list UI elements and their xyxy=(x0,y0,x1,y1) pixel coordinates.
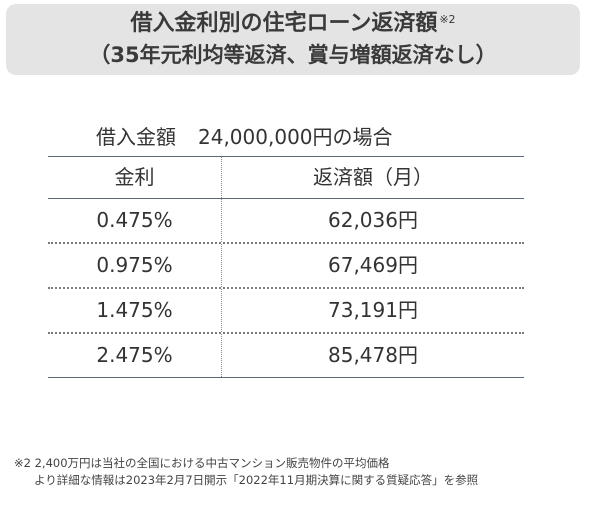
table-row: 0.475% 62,036円 xyxy=(48,199,524,242)
page-subtitle: （35年元利均等返済、賞与増額返済なし） xyxy=(89,43,497,67)
title-note-mark: ※2 xyxy=(439,13,456,26)
loan-amount-label: 借入金額 xyxy=(96,125,176,149)
header-payment: 返済額（月） xyxy=(313,165,433,189)
table-header-row: 金利 返済額（月） xyxy=(48,157,524,199)
rate-cell: 0.975% xyxy=(48,244,222,287)
rate-cell: 2.475% xyxy=(48,334,222,377)
loan-amount-value: 24,000,000円の場合 xyxy=(198,125,393,149)
table-row: 0.975% 67,469円 xyxy=(48,242,524,287)
table-row: 2.475% 85,478円 xyxy=(48,332,524,377)
footnote: ※2 2,400万円は当社の全国における中古マンション販売物件の平均価格 より詳… xyxy=(14,455,478,489)
table-row: 1.475% 73,191円 xyxy=(48,287,524,332)
header-rate: 金利 xyxy=(48,157,222,198)
page-title: 借入金利別の住宅ローン返済額 ※2 xyxy=(6,10,580,38)
title-banner: 借入金利別の住宅ローン返済額 ※2 （35年元利均等返済、賞与増額返済なし） xyxy=(6,4,580,75)
footnote-line-1: ※2 2,400万円は当社の全国における中古マンション販売物件の平均価格 xyxy=(14,456,390,470)
loan-amount-caption: 借入金額 24,000,000円の場合 xyxy=(96,124,393,150)
payment-cell: 67,469円 xyxy=(328,253,418,277)
payment-cell: 85,478円 xyxy=(328,343,418,367)
rate-cell: 0.475% xyxy=(48,199,222,242)
payment-cell: 62,036円 xyxy=(328,208,418,232)
rate-cell: 1.475% xyxy=(48,289,222,332)
title-line1-text: 借入金利別の住宅ローン返済額 xyxy=(130,11,438,36)
payment-cell: 73,191円 xyxy=(328,298,418,322)
footnote-line-2: より詳細な情報は2023年2月7日開示「2022年11月期決算に関する質疑応答」… xyxy=(34,473,479,487)
repayment-table: 金利 返済額（月） 0.475% 62,036円 0.975% 67,469円 … xyxy=(48,156,524,378)
